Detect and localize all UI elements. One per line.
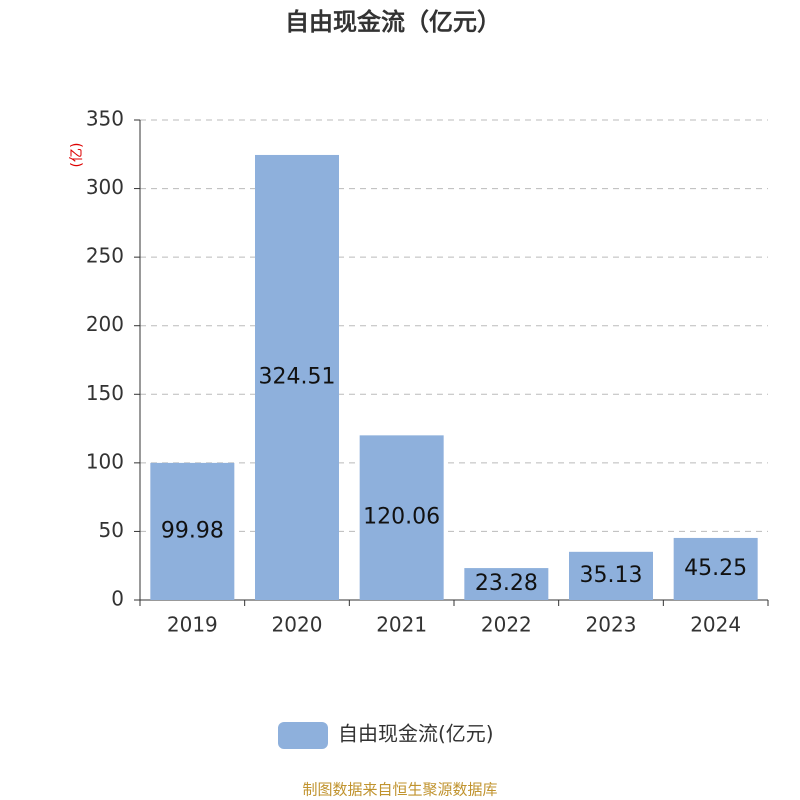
y-tick-label: 150 <box>86 381 124 405</box>
value-label: 120.06 <box>363 505 440 530</box>
y-tick-label: 200 <box>86 312 124 336</box>
y-axis-label: (亿) <box>69 143 85 168</box>
legend-swatch <box>278 722 328 749</box>
x-tick-label: 2023 <box>586 613 637 637</box>
bar <box>150 462 235 600</box>
x-tick-label: 2020 <box>272 613 323 637</box>
y-tick-label: 350 <box>86 107 124 131</box>
y-tick-label: 300 <box>86 175 124 199</box>
chart-title: 自由现金流（亿元） <box>285 8 501 36</box>
value-label: 45.25 <box>684 556 747 581</box>
y-tick-label: 50 <box>99 518 124 542</box>
y-tick-label: 0 <box>111 587 124 611</box>
value-label: 23.28 <box>475 571 538 596</box>
source-note: 制图数据来自恒生聚源数据库 <box>302 781 497 799</box>
y-tick-label: 250 <box>86 244 124 268</box>
bar <box>569 551 653 600</box>
bar <box>255 154 339 601</box>
bar <box>359 435 444 600</box>
bar <box>673 537 758 600</box>
value-label: 324.51 <box>259 364 336 389</box>
value-label: 99.98 <box>161 518 224 543</box>
y-tick-label: 100 <box>86 449 124 473</box>
bar <box>464 568 549 600</box>
value-label: 35.13 <box>580 563 643 588</box>
x-tick-label: 2019 <box>167 613 218 637</box>
x-tick-label: 2022 <box>481 613 532 637</box>
legend-label: 自由现金流(亿元) <box>338 722 494 746</box>
x-tick-label: 2021 <box>376 613 427 637</box>
x-tick-label: 2024 <box>690 613 741 637</box>
